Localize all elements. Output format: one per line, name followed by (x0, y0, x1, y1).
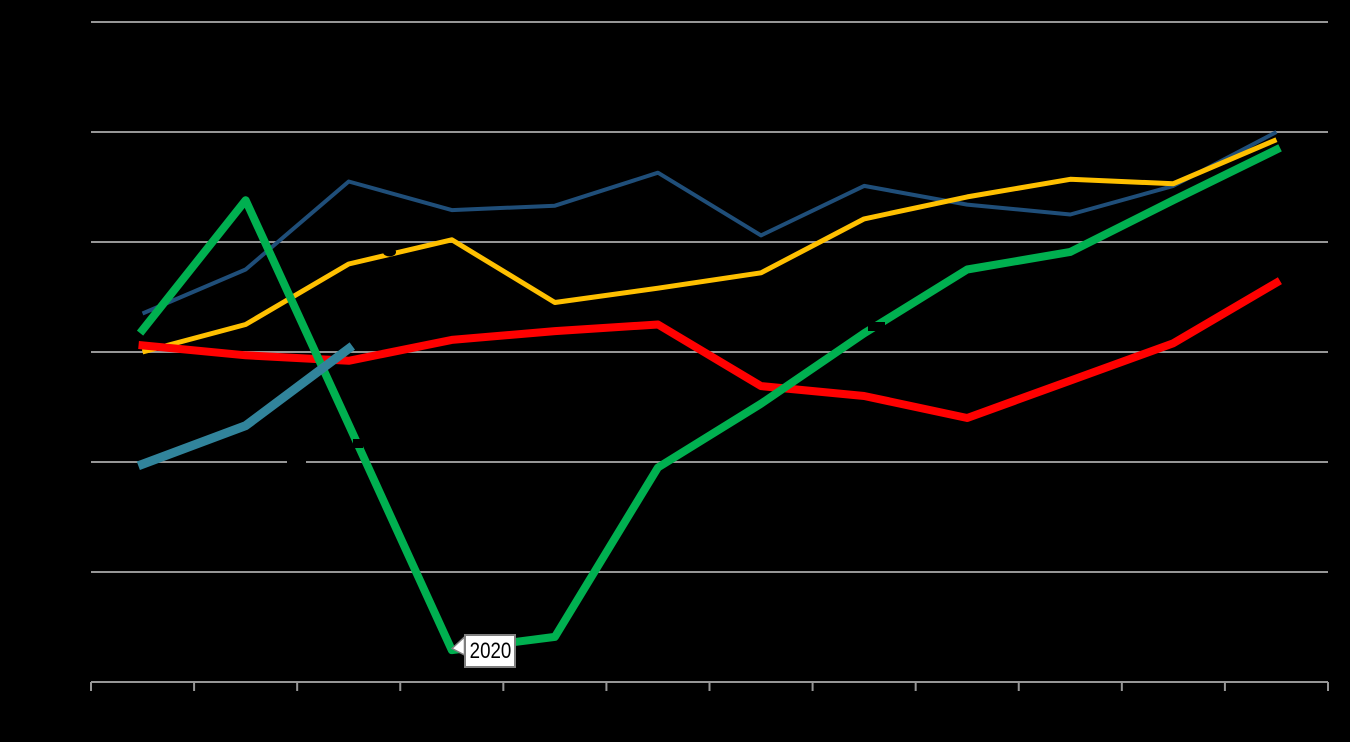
hidden-label-fragment (287, 456, 306, 466)
callout-2020: 2020 (464, 634, 516, 668)
hidden-label-fragment (353, 439, 363, 448)
series-line-navy (141, 130, 1278, 316)
callout-2020-label: 2020 (469, 638, 511, 663)
series-line-teal (136, 342, 356, 470)
hidden-label-fragment (868, 322, 885, 331)
series-line-gold (141, 137, 1278, 355)
series-line-green-2020 (136, 144, 1282, 655)
hidden-label-fragment (383, 247, 396, 257)
